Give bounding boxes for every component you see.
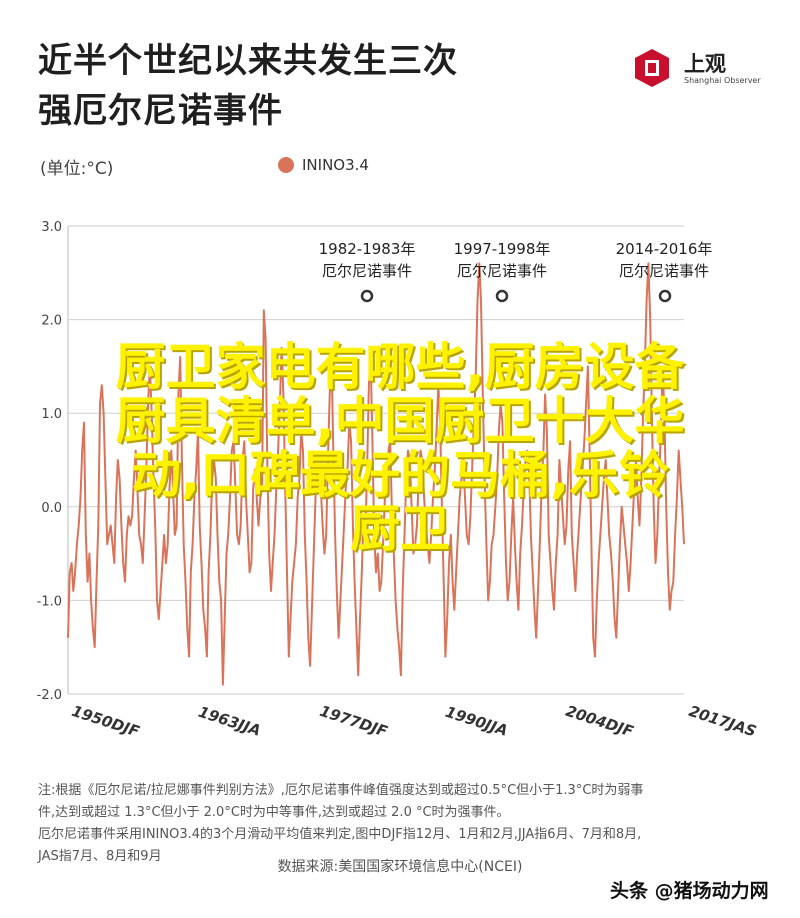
overlay-line-3: 动,口碑最好的马桶,乐铃 xyxy=(131,446,669,504)
x-tick-label-0: 1950DJF xyxy=(69,702,142,741)
note-line-2: 件,达到或超过 1.3°C但小于 2.0°C时为中等事件,达到或超过 2.0 °… xyxy=(38,805,510,820)
logo-mark-icon xyxy=(635,49,669,87)
note-line-1: 注:根据《厄尔尼诺/拉尼娜事件判别方法》,厄尔尼诺事件峰值强度达到或超过0.5°… xyxy=(38,783,644,798)
note-line-3: 厄尔尼诺事件采用ININO3.4的3个月滑动平均值来判定,图中DJF指12月、1… xyxy=(38,827,642,842)
logo-name: 上观 xyxy=(684,52,726,76)
x-tick-label-5: 2017JAS xyxy=(687,702,759,741)
unit-label: (单位:°C) xyxy=(40,159,114,179)
annotation-label-0-1: 厄尔尼诺事件 xyxy=(322,262,412,280)
logo-subtitle: Shanghai Observer xyxy=(684,76,761,85)
annotation-label-2-1: 厄尔尼诺事件 xyxy=(619,262,709,280)
overlay-headline: 厨卫家电有哪些,厨房设备 厨具清单,中国厨卫十大华 动,口碑最好的马桶,乐铃 厨… xyxy=(20,340,780,556)
chart-title: 近半个世纪以来共发生三次 强厄尔尼诺事件 xyxy=(38,36,458,136)
legend-swatch-icon xyxy=(278,157,294,173)
annotation-marker-0 xyxy=(360,289,374,303)
overlay-line-2: 厨具清单,中国厨卫十大华 xyxy=(115,392,685,450)
annotation-marker-1 xyxy=(495,289,509,303)
publisher-logo: 上观 Shanghai Observer xyxy=(632,48,772,98)
note-line-4: JAS指7月、8月和9月 xyxy=(38,849,162,864)
annotation-marker-2 xyxy=(658,289,672,303)
overlay-line-1: 厨卫家电有哪些,厨房设备 xyxy=(115,338,685,396)
watermark-backdrop xyxy=(598,872,794,906)
line-chart: -2.0 -1.0 0.0 1.0 2.0 3.0 1950DJF 1963JJA 1977DJ… xyxy=(37,220,759,741)
series-line-inino34 xyxy=(67,262,685,686)
watermark: 头条 @猪场动力网 xyxy=(610,880,769,902)
y-tick-label-4: 2.0 xyxy=(41,314,62,329)
y-tick-label-3: 1.0 xyxy=(41,407,62,422)
legend-label: ININO3.4 xyxy=(302,156,369,174)
y-tick-label-5: 3.0 xyxy=(41,220,62,235)
y-tick-label-2: 0.0 xyxy=(41,501,62,516)
title-line-2: 强厄尔尼诺事件 xyxy=(38,91,283,131)
footnote: 注:根据《厄尔尼诺/拉尼娜事件判别方法》,厄尔尼诺事件峰值强度达到或超过0.5°… xyxy=(38,780,778,868)
x-tick-label-4: 2004DJF xyxy=(563,702,636,741)
title-line-1: 近半个世纪以来共发生三次 xyxy=(38,41,458,81)
overlay-line-4: 厨卫 xyxy=(350,500,450,558)
y-tick-label-1: -1.0 xyxy=(37,594,62,609)
x-tick-label-1: 1963JJA xyxy=(196,703,263,740)
x-tick-label-3: 1990JJA xyxy=(443,703,510,740)
x-tick-label-2: 1977DJF xyxy=(317,702,390,741)
legend: ININO3.4 xyxy=(278,156,369,174)
annotation-label-1-0: 1997-1998年 xyxy=(454,240,551,258)
annotation-label-2-0: 2014-2016年 xyxy=(616,240,713,258)
y-tick-label-0: -2.0 xyxy=(37,688,62,703)
data-source: 数据来源:美国国家环境信息中心(NCEI) xyxy=(277,859,523,875)
annotation-label-0-0: 1982-1983年 xyxy=(319,240,416,258)
annotation-label-1-1: 厄尔尼诺事件 xyxy=(457,262,547,280)
